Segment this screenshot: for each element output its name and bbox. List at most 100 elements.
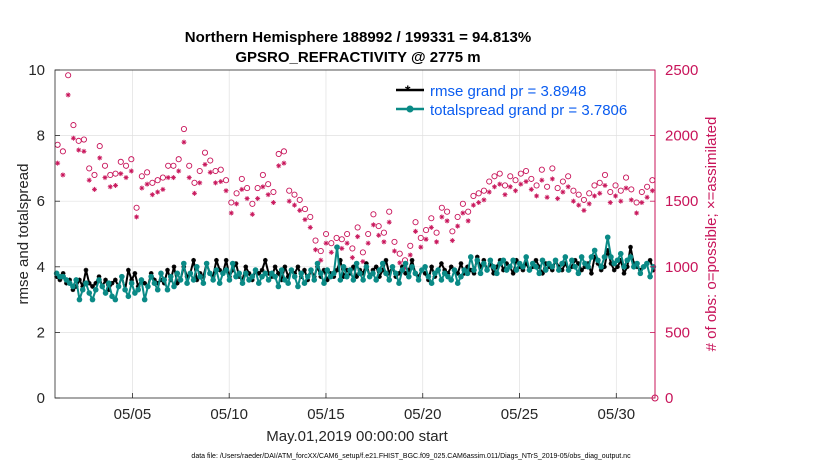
obs-assimilated-stroke bbox=[587, 201, 592, 206]
totalspread-point bbox=[556, 267, 562, 273]
totalspread-point bbox=[83, 280, 89, 287]
obs-assimilated-stroke bbox=[92, 187, 97, 192]
rmse-point-stroke bbox=[302, 267, 307, 273]
rmse-point bbox=[354, 274, 359, 279]
obs-possible-marker bbox=[254, 185, 261, 192]
totalspread-point bbox=[347, 267, 353, 273]
obs-assimilated-stroke bbox=[639, 200, 644, 205]
obs-assimilated-stroke bbox=[187, 175, 192, 180]
obs-assimilated-marker bbox=[255, 196, 261, 202]
totalspread-point bbox=[171, 283, 177, 290]
obs-assimilated-stroke bbox=[239, 187, 244, 192]
obs-possible-marker bbox=[354, 224, 361, 231]
y-right-tick-label: 2000 bbox=[665, 128, 698, 145]
obs-assimilated-marker bbox=[102, 175, 108, 181]
obs-assimilated-stroke bbox=[623, 186, 629, 191]
obs-assimilated-stroke bbox=[650, 188, 655, 193]
legend-spread-label: totalspread grand pr = 3.7806 bbox=[430, 102, 627, 119]
y-axis-label-right: # of obs: o=possible; ×=assimilated bbox=[703, 117, 720, 352]
totalspread-point bbox=[314, 260, 321, 267]
obs-assimilated-stroke bbox=[229, 210, 234, 216]
obs-possible-marker bbox=[217, 166, 224, 173]
rmse-point bbox=[90, 284, 95, 289]
totalspread-point bbox=[578, 254, 585, 260]
obs-possible-marker bbox=[633, 199, 640, 206]
obs-assimilated-marker bbox=[476, 200, 482, 206]
totalspread-point bbox=[471, 267, 477, 273]
obs-possible-marker bbox=[338, 236, 345, 243]
totalspread-point bbox=[216, 280, 223, 287]
obs-possible-marker bbox=[628, 186, 635, 193]
totalspread-point bbox=[229, 260, 236, 267]
obs-possible-marker bbox=[238, 175, 245, 182]
obs-possible-marker bbox=[533, 182, 540, 189]
obs-assimilated-stroke bbox=[266, 192, 271, 197]
totalspread-point bbox=[89, 296, 96, 303]
obs-possible-marker bbox=[396, 250, 403, 257]
obs-assimilated-stroke bbox=[397, 260, 402, 265]
obs-assimilated-stroke bbox=[297, 208, 302, 213]
obs-assimilated-stroke bbox=[360, 259, 365, 264]
obs-assimilated-marker bbox=[397, 260, 403, 266]
obs-assimilated-stroke bbox=[481, 197, 487, 202]
x-tick-label: 05/15 bbox=[307, 406, 345, 423]
obs-assimilated-stroke bbox=[281, 161, 287, 166]
rmse-point-stroke bbox=[374, 264, 379, 269]
obs-assimilated-marker bbox=[339, 245, 345, 251]
x-tick-label: 05/25 bbox=[501, 406, 539, 423]
totalspread-point bbox=[76, 296, 83, 303]
rmse-point-stroke bbox=[282, 264, 287, 269]
obs-possible-marker bbox=[91, 171, 98, 179]
totalspread-point bbox=[275, 283, 282, 290]
totalspread-point bbox=[481, 260, 487, 267]
totalspread-point bbox=[344, 273, 350, 280]
obs-possible-marker bbox=[233, 190, 240, 197]
obs-possible-marker bbox=[349, 245, 356, 252]
totalspread-point bbox=[376, 267, 383, 273]
obs-assimilated-stroke bbox=[350, 255, 355, 260]
rmse-point-stroke bbox=[511, 271, 516, 276]
obs-assimilated-stroke bbox=[423, 237, 429, 242]
obs-assimilated-stroke bbox=[202, 162, 208, 167]
totalspread-point bbox=[272, 273, 278, 280]
obs-possible-marker bbox=[580, 196, 587, 203]
obs-possible-marker bbox=[517, 170, 524, 177]
obs-assimilated-marker bbox=[213, 180, 219, 186]
obs-possible-marker bbox=[86, 165, 93, 172]
obs-possible-marker bbox=[96, 143, 103, 150]
obs-assimilated-marker bbox=[134, 214, 140, 220]
obs-possible-marker bbox=[170, 162, 177, 169]
totalspread-point bbox=[552, 257, 559, 264]
data-file-footnote: data file: /Users/raeder/DAI/ATM_forcXX/… bbox=[191, 453, 631, 460]
obs-possible-marker bbox=[528, 175, 535, 182]
rmse-point-stroke bbox=[90, 284, 95, 289]
obs-possible-marker bbox=[259, 171, 266, 179]
obs-assimilated-stroke bbox=[176, 168, 181, 174]
obs-possible-marker bbox=[607, 188, 614, 196]
obs-assimilated-stroke bbox=[634, 210, 639, 216]
obs-assimilated-stroke bbox=[313, 247, 318, 252]
obs-possible-marker bbox=[296, 196, 303, 203]
obs-assimilated-stroke bbox=[308, 225, 313, 230]
rmse-point-stroke bbox=[295, 264, 301, 269]
obs-assimilated-marker bbox=[149, 192, 155, 198]
totalspread-point bbox=[295, 283, 301, 290]
obs-assimilated-marker bbox=[197, 180, 203, 186]
obs-assimilated-stroke bbox=[381, 239, 387, 244]
obs-possible-marker bbox=[438, 204, 445, 211]
rmse-point-stroke bbox=[214, 258, 219, 263]
obs-assimilated-marker bbox=[628, 197, 634, 203]
totalspread-point bbox=[598, 264, 604, 270]
rmse-point bbox=[243, 264, 249, 270]
rmse-point bbox=[403, 271, 408, 276]
obs-assimilated-stroke bbox=[323, 241, 329, 246]
obs-assimilated-stroke bbox=[450, 238, 455, 243]
obs-assimilated-marker bbox=[434, 239, 440, 245]
obs-assimilated-marker bbox=[507, 184, 513, 190]
obs-possible-marker bbox=[454, 213, 461, 220]
obs-assimilated-marker bbox=[144, 181, 150, 187]
obs-assimilated-marker bbox=[549, 176, 555, 182]
totalspread-point bbox=[575, 270, 582, 277]
obs-possible-marker bbox=[175, 156, 182, 163]
obs-possible-marker bbox=[496, 170, 503, 177]
